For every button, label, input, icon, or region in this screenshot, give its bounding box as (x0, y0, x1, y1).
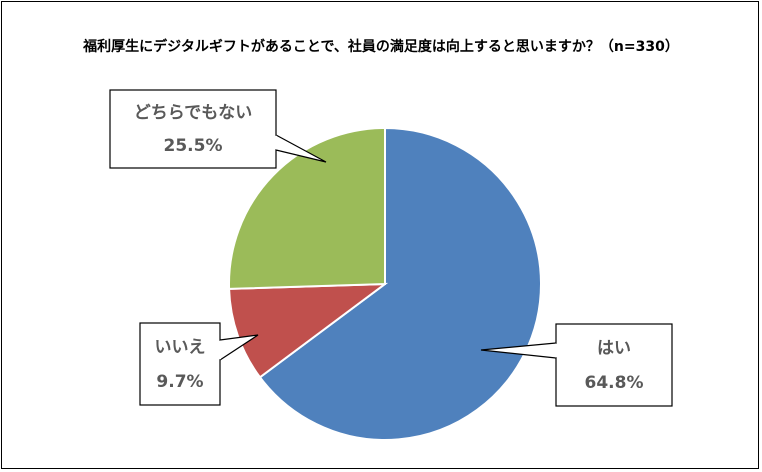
slice-label: いいえ (155, 338, 206, 358)
slice-label: はい (597, 339, 631, 359)
callout-pointer (275, 134, 327, 163)
slice-value-label: 9.7% (156, 372, 203, 392)
callout-dochira: どちらでもない 25.5% (109, 89, 327, 169)
callout-box (109, 89, 277, 169)
slice-value-label: 25.5% (164, 136, 223, 156)
callout-hai: はい 64.8% (480, 323, 673, 407)
callout-pointer (480, 342, 557, 359)
slice-value-label: 64.8% (585, 373, 644, 393)
slice-label: どちらでもない (134, 103, 253, 123)
callout-pointer (219, 334, 259, 361)
pie-slices (228, 126, 542, 441)
chart-title: 福利厚生にデジタルギフトがあることで、社員の満足度は向上すると思いますか？（n=… (83, 39, 679, 55)
callout-box (555, 323, 673, 407)
callout-labels: はい 64.8% いいえ 9.7% どちらでもない 25.5% (109, 89, 673, 407)
callout-box (139, 322, 221, 406)
slice-dochira (228, 126, 386, 290)
slice-iie (228, 282, 389, 379)
callout-iie: いいえ 9.7% (139, 322, 259, 406)
